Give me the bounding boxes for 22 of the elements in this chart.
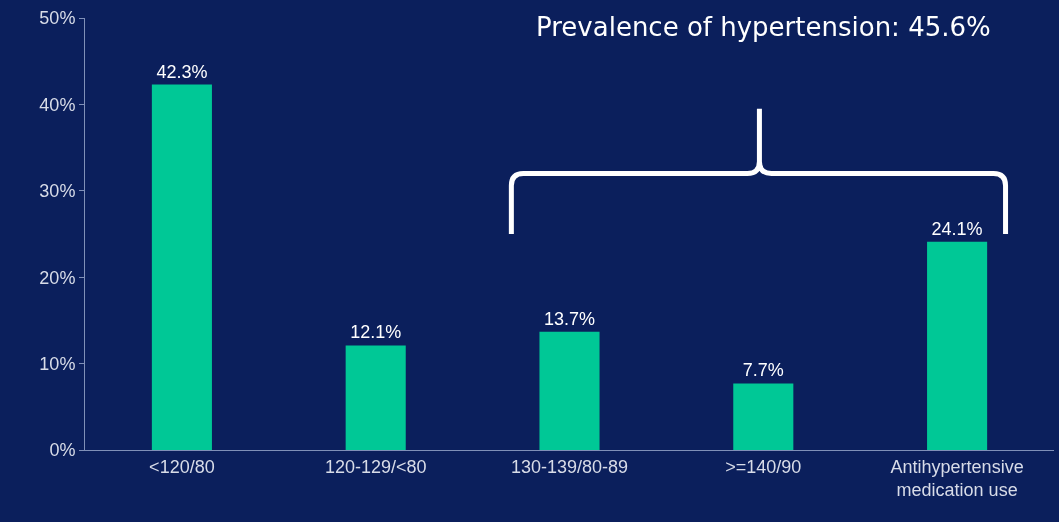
data-label: 42.3% bbox=[156, 61, 208, 82]
data-label: 24.1% bbox=[931, 218, 983, 239]
bar bbox=[539, 331, 600, 450]
x-tick-label: >=140/90 bbox=[725, 456, 802, 477]
x-tick-label: <120/80 bbox=[149, 456, 215, 477]
bar bbox=[927, 241, 988, 450]
bar bbox=[345, 345, 406, 450]
bar bbox=[151, 84, 212, 450]
x-tick-label: 120-129/<80 bbox=[324, 456, 427, 477]
data-label: 7.7% bbox=[742, 360, 784, 381]
x-tick-label: 130-139/80-89 bbox=[510, 456, 629, 477]
data-label: 13.7% bbox=[543, 308, 596, 329]
y-tick-label: 10% bbox=[39, 353, 76, 374]
y-tick-label: 20% bbox=[39, 267, 76, 288]
data-label: 12.1% bbox=[350, 322, 402, 343]
annotation: Prevalence of hypertension: 45.6% bbox=[536, 12, 991, 42]
y-tick-label: 30% bbox=[39, 181, 76, 202]
bar bbox=[733, 383, 794, 450]
y-tick-label: 40% bbox=[39, 94, 76, 115]
y-tick-label: 50% bbox=[39, 8, 76, 29]
x-tick-label: Antihypertensive medication use bbox=[890, 456, 1024, 500]
y-tick-label: 0% bbox=[49, 440, 76, 461]
